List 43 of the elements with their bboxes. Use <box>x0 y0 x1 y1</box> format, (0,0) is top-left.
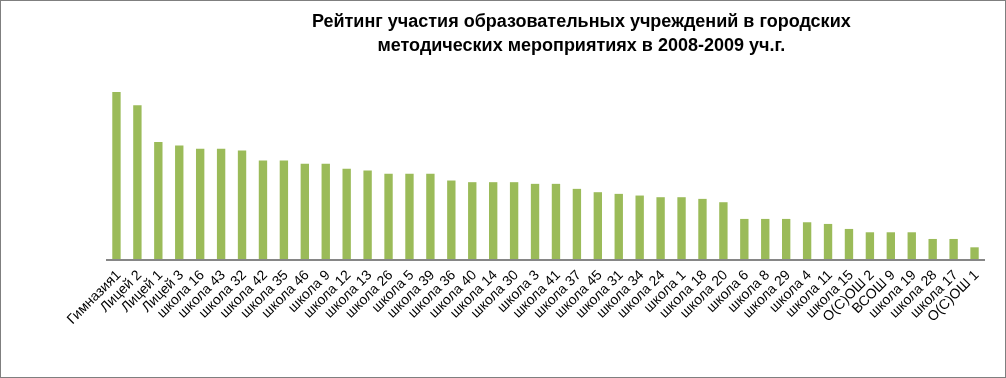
bar <box>175 145 184 259</box>
bar <box>614 193 623 259</box>
bar <box>844 228 854 259</box>
bar <box>656 197 665 259</box>
chart-title: Рейтинг участия образовательных учреждений в городских методических мероприятиях в 2008-2009 уч.г. <box>311 11 851 55</box>
bar <box>781 218 791 259</box>
bar <box>342 168 351 259</box>
bar <box>698 198 707 259</box>
bar <box>488 182 498 259</box>
bar <box>405 173 414 259</box>
bar <box>426 173 435 259</box>
bar <box>970 247 979 259</box>
bar <box>112 92 121 259</box>
bar <box>447 180 456 259</box>
bar <box>886 232 896 259</box>
bar <box>823 223 833 259</box>
bar <box>740 218 749 259</box>
bar <box>719 202 728 259</box>
bar <box>216 148 226 259</box>
bar <box>363 170 372 259</box>
bar <box>928 238 937 259</box>
bar <box>761 218 770 259</box>
bar <box>865 232 875 259</box>
bar <box>572 188 582 259</box>
bar <box>509 182 519 259</box>
bar <box>949 238 958 259</box>
bar <box>237 150 247 259</box>
bar <box>154 142 163 259</box>
bar <box>677 197 686 259</box>
bar <box>279 160 289 259</box>
bar <box>593 192 603 259</box>
bar <box>802 222 812 259</box>
bar <box>635 195 644 259</box>
bar <box>321 163 330 259</box>
bar <box>551 183 561 259</box>
bar <box>300 163 310 259</box>
bar <box>530 183 540 259</box>
bar <box>195 148 205 259</box>
bar <box>258 160 268 259</box>
bar <box>384 173 393 259</box>
bar <box>907 232 916 259</box>
bar <box>133 105 142 259</box>
bar <box>468 182 477 259</box>
